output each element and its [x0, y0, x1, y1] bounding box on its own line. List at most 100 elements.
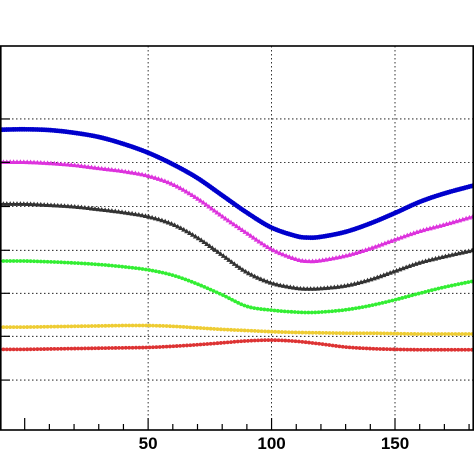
data-point	[232, 339, 237, 344]
data-point	[144, 345, 149, 350]
data-point	[211, 289, 216, 293]
data-point	[375, 331, 380, 336]
data-point	[75, 204, 81, 209]
data-point	[113, 323, 118, 328]
data-point	[59, 346, 64, 351]
data-point	[317, 330, 322, 335]
data-point	[157, 323, 162, 328]
data-point	[420, 290, 424, 295]
data-point	[293, 339, 298, 344]
data-point	[11, 347, 16, 352]
data-point	[245, 304, 250, 309]
data-point	[42, 259, 47, 264]
data-point	[320, 330, 325, 335]
data-point	[243, 268, 249, 274]
data-point	[38, 201, 44, 207]
data-point	[446, 347, 451, 352]
data-point	[130, 265, 135, 270]
data-point	[304, 286, 310, 291]
data-point	[15, 325, 19, 330]
data-point	[72, 346, 77, 351]
data-point	[273, 338, 278, 343]
data-point	[212, 327, 216, 331]
series-4	[0, 323, 474, 336]
data-point	[422, 347, 427, 352]
data-point	[303, 330, 308, 335]
data-point	[79, 324, 84, 329]
data-point	[263, 338, 267, 343]
data-point	[374, 346, 379, 351]
data-point	[167, 272, 172, 277]
data-point	[174, 183, 180, 189]
data-point	[214, 209, 220, 215]
data-point	[211, 207, 217, 213]
data-point	[142, 172, 148, 178]
data-point	[449, 283, 454, 288]
data-point	[382, 331, 386, 336]
data-point	[253, 236, 259, 242]
data-point	[134, 323, 138, 328]
data-point	[195, 196, 201, 201]
data-point	[297, 339, 301, 344]
data-point	[208, 341, 213, 346]
data-point	[48, 160, 54, 166]
data-point	[115, 167, 122, 173]
data-point	[140, 345, 145, 350]
data-point	[61, 203, 68, 208]
data-point	[117, 323, 121, 328]
data-point	[390, 298, 395, 303]
data-point	[233, 299, 237, 304]
data-point	[149, 174, 155, 179]
data-point	[344, 345, 349, 350]
data-point	[187, 230, 193, 235]
data-point	[62, 346, 67, 351]
data-point	[68, 203, 74, 209]
data-point	[354, 345, 359, 350]
data-point	[188, 343, 193, 348]
data-point	[217, 291, 222, 296]
data-point	[174, 324, 179, 329]
data-point	[103, 263, 108, 267]
data-point	[337, 331, 342, 336]
series-5	[0, 338, 474, 352]
data-point	[203, 201, 209, 207]
data-point	[186, 190, 192, 196]
data-point	[250, 234, 257, 240]
data-point	[122, 168, 128, 174]
data-point	[191, 343, 196, 347]
data-point	[113, 264, 118, 268]
data-point	[164, 324, 169, 328]
data-point	[327, 331, 332, 335]
data-point	[249, 328, 254, 333]
data-point	[76, 324, 81, 329]
data-point	[385, 331, 390, 336]
data-point	[93, 324, 98, 328]
data-point	[127, 345, 132, 350]
data-point	[423, 289, 428, 294]
data-point	[245, 231, 251, 236]
data-point	[110, 263, 114, 268]
data-point	[109, 208, 115, 213]
data-point	[416, 332, 420, 336]
data-point	[1, 325, 6, 329]
data-point	[151, 345, 155, 350]
data-point	[69, 260, 74, 265]
data-point	[17, 201, 23, 206]
data-point	[340, 344, 345, 349]
data-point	[459, 347, 464, 352]
data-point	[172, 222, 178, 228]
data-point	[139, 171, 145, 177]
data-point	[229, 259, 235, 264]
data-point	[409, 331, 414, 336]
data-point	[230, 297, 234, 302]
data-point	[119, 168, 125, 174]
data-point	[392, 331, 397, 336]
data-point	[189, 192, 195, 198]
data-point	[38, 259, 43, 264]
data-point	[157, 345, 162, 349]
data-point	[378, 347, 383, 351]
data-point	[21, 325, 26, 329]
data-point	[92, 206, 98, 211]
data-point	[123, 323, 128, 328]
data-point	[41, 160, 47, 165]
